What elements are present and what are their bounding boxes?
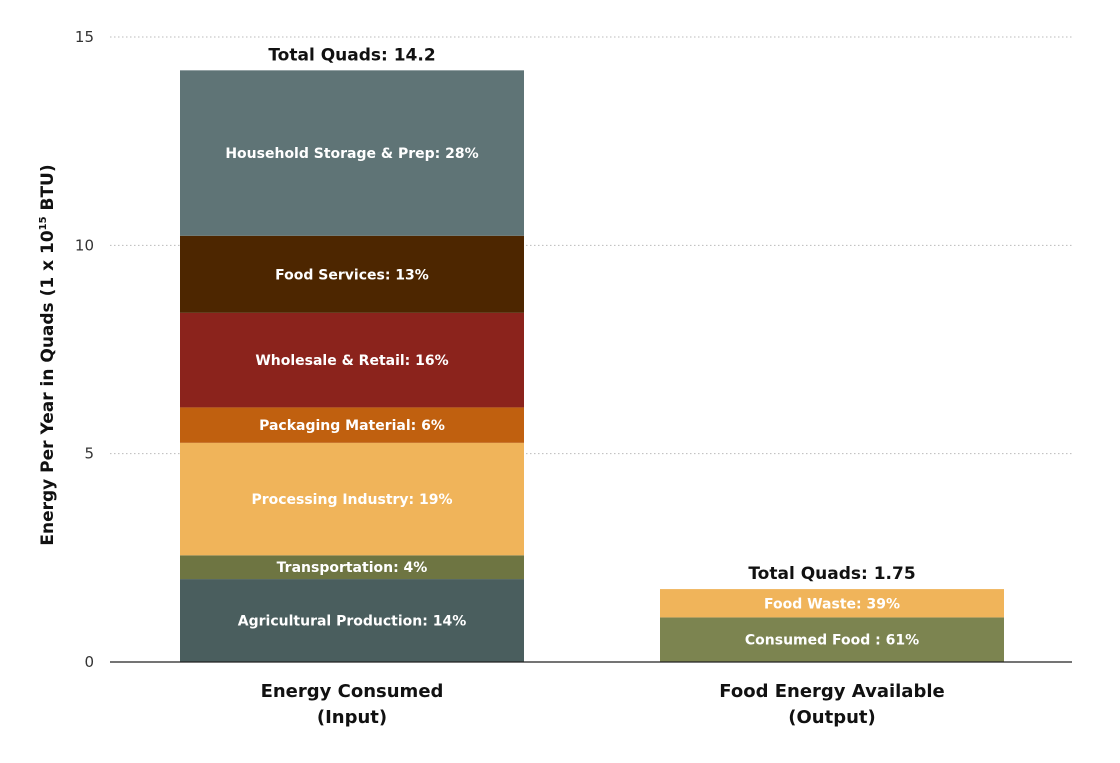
y-tick-labels: 0 5 10 15 bbox=[75, 28, 94, 671]
x-category-label: Energy Consumed bbox=[261, 681, 444, 702]
y-tick-label: 15 bbox=[75, 28, 94, 46]
bar-segment-consumed-food bbox=[660, 617, 1004, 662]
bar-segment-processing-industry bbox=[180, 442, 524, 556]
category-labels: Energy Consumed (Input) Food Energy Availa… bbox=[261, 681, 945, 728]
segment-label-agricultural-production: Agricultural Production: 14% bbox=[238, 614, 466, 630]
total-label: Total Quads: 14.2 bbox=[268, 45, 435, 65]
segment-label-household-storage-prep: Household Storage & Prep: 28% bbox=[225, 146, 478, 162]
bar-segment-transportation bbox=[180, 555, 524, 580]
x-category-label: (Output) bbox=[788, 707, 875, 728]
segment-label-processing-industry: Processing Industry: 19% bbox=[251, 492, 452, 508]
bars bbox=[180, 70, 1004, 662]
x-category-label: Food Energy Available bbox=[719, 681, 944, 702]
segment-label-consumed-food: Consumed Food : 61% bbox=[745, 633, 919, 649]
bar-segment-food-services bbox=[180, 235, 524, 313]
y-tick-label: 5 bbox=[84, 445, 94, 463]
segment-label-transportation: Transportation: 4% bbox=[277, 560, 428, 576]
segment-label-wholesale-retail: Wholesale & Retail: 16% bbox=[255, 353, 448, 369]
y-axis-label: Energy Per Year in Quads (1 x 1015 BTU) bbox=[38, 164, 58, 545]
segment-label-food-services: Food Services: 13% bbox=[275, 267, 429, 283]
segment-label-food-waste: Food Waste: 39% bbox=[764, 596, 900, 612]
y-axis-label-exponent: 15 bbox=[38, 216, 49, 230]
x-category-label: (Input) bbox=[317, 707, 387, 728]
y-axis-label-main: Energy Per Year in Quads (1 x 10 bbox=[38, 230, 58, 545]
segment-labels: Agricultural Production: 14% Transportati… bbox=[225, 45, 919, 648]
bar-segment-agricultural-production bbox=[180, 579, 524, 662]
segment-label-packaging-material: Packaging Material: 6% bbox=[259, 418, 445, 434]
bar-segment-food-waste bbox=[660, 589, 1004, 618]
y-axis-label-unit: BTU) bbox=[38, 164, 58, 216]
total-label: Total Quads: 1.75 bbox=[748, 564, 915, 584]
bar-segment-wholesale-retail bbox=[180, 312, 524, 408]
bar-segment-packaging-material bbox=[180, 407, 524, 443]
y-tick-label: 10 bbox=[75, 236, 94, 254]
y-tick-label: 0 bbox=[84, 653, 94, 671]
bar-segment-household-storage-prep bbox=[180, 70, 524, 236]
